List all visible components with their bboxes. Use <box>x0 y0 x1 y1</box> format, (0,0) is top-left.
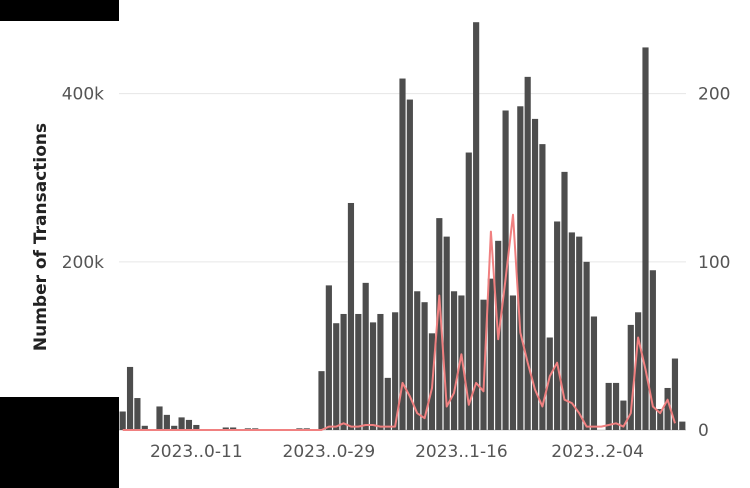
bar-33 <box>362 282 369 430</box>
y-right-tick-label: 0 <box>698 421 709 441</box>
bar-45 <box>450 291 458 430</box>
redaction-block-bottom <box>0 397 119 488</box>
bar-3 <box>141 425 148 430</box>
bar-72 <box>649 270 656 430</box>
bar-60 <box>561 171 568 430</box>
bar-43 <box>436 218 443 430</box>
bar-37 <box>392 312 399 430</box>
bar-44 <box>443 236 450 430</box>
line-path <box>122 213 676 431</box>
x-tick-label: 2023..0-11 <box>150 442 243 462</box>
bar-57 <box>539 144 546 431</box>
bar-73 <box>657 408 664 430</box>
bar-59 <box>554 221 561 430</box>
bar-64 <box>590 316 598 430</box>
bar-29 <box>333 323 340 430</box>
bar-31 <box>347 202 355 430</box>
bar-67 <box>612 382 620 430</box>
bar-30 <box>340 313 347 430</box>
bar-55 <box>524 76 531 430</box>
bar-28 <box>325 285 332 430</box>
bar-9 <box>185 419 193 430</box>
y-right-tick-label: 200 <box>698 85 730 105</box>
y-left-tick-label: 400k <box>62 85 104 105</box>
bar-75 <box>671 358 679 430</box>
bar-series <box>119 22 686 431</box>
bar-69 <box>627 324 634 430</box>
bar-8 <box>178 417 185 430</box>
bar-1 <box>126 366 134 430</box>
bar-39 <box>406 99 413 431</box>
bar-15 <box>230 427 237 430</box>
y-axis-title: Number of Transactions <box>31 123 51 351</box>
line-series <box>122 213 676 431</box>
bar-58 <box>546 337 553 430</box>
bar-27 <box>318 371 325 430</box>
x-tick-label: 2023..2-04 <box>551 442 644 462</box>
y-left-tick-label: 200k <box>62 253 104 273</box>
bar-10 <box>193 424 200 430</box>
bar-6 <box>163 414 170 430</box>
bar-0 <box>119 411 126 430</box>
bar-68 <box>620 400 627 430</box>
bar-50 <box>487 278 494 430</box>
bar-35 <box>377 313 384 430</box>
x-tick-label: 2023..1-16 <box>415 442 508 462</box>
bar-76 <box>679 421 686 430</box>
bar-62 <box>576 236 583 430</box>
bar-46 <box>458 295 465 430</box>
bar-63 <box>583 261 590 430</box>
bar-41 <box>421 302 428 430</box>
bar-36 <box>384 377 391 430</box>
bar-5 <box>156 406 163 430</box>
bar-40 <box>414 291 421 430</box>
bar-49 <box>480 299 487 430</box>
bar-14 <box>222 427 229 430</box>
bar-56 <box>531 118 539 431</box>
bar-70 <box>635 312 642 430</box>
bar-7 <box>171 425 178 430</box>
axis-ticks: 200k 400k 0 100 200 2023..0-11 2023..0-29 2023.… <box>62 85 731 462</box>
bar-66 <box>605 382 612 430</box>
redaction-block-top <box>0 0 119 21</box>
bar-61 <box>568 232 575 430</box>
bar-32 <box>355 313 362 430</box>
bar-71 <box>642 47 649 431</box>
bar-2 <box>134 398 141 430</box>
bar-34 <box>369 322 377 430</box>
bar-74 <box>664 387 671 430</box>
bar-38 <box>399 78 406 431</box>
y-right-tick-label: 100 <box>698 253 730 273</box>
bar-47 <box>465 152 472 430</box>
x-tick-label: 2023..0-29 <box>283 442 376 462</box>
bar-48 <box>473 22 480 431</box>
bar-53 <box>509 295 517 430</box>
bar-54 <box>517 106 524 431</box>
